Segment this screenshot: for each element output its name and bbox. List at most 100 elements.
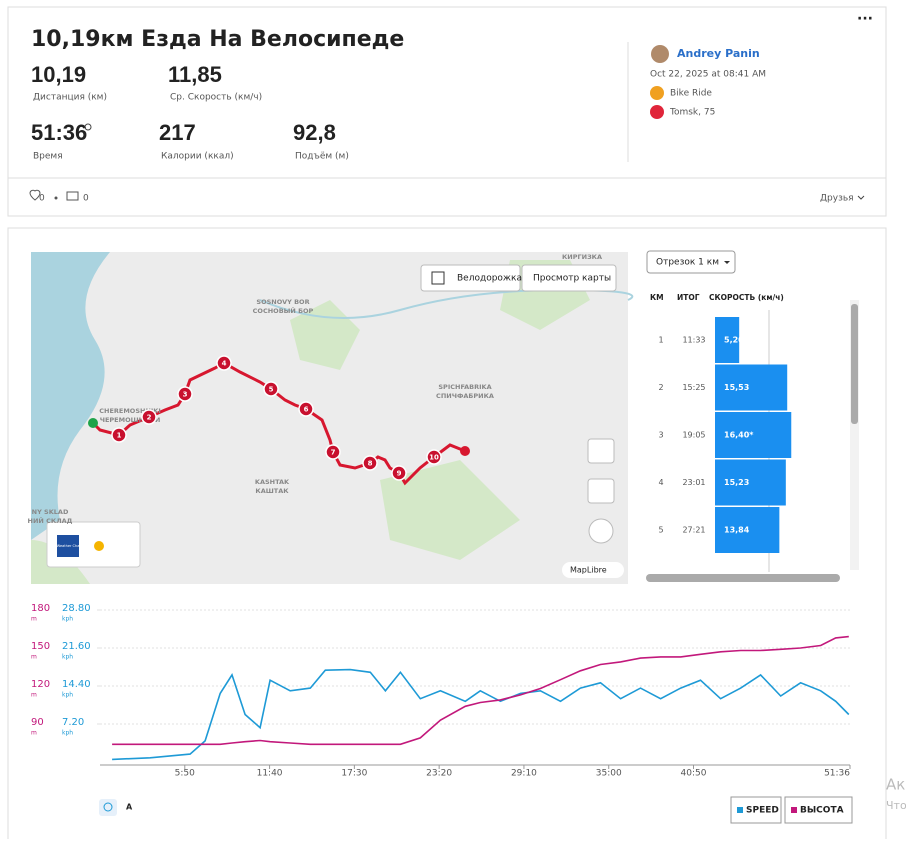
km-marker [177, 386, 193, 402]
y-unit: m [31, 654, 37, 661]
km-marker-label: 4 [222, 360, 227, 368]
info-icon[interactable] [84, 123, 92, 131]
location-icon [650, 105, 664, 119]
split-speed-label: 16,40* [724, 431, 754, 440]
x-tick-label: 51:36 [824, 769, 850, 779]
fullscreen-button[interactable] [587, 438, 615, 464]
km-marker [298, 401, 314, 417]
x-tick-label: 5:50 [175, 769, 195, 779]
sport-icon [650, 86, 664, 100]
dropdown-arrow [724, 261, 730, 264]
legend-label: SPEED [746, 806, 779, 816]
split-speed-bar [715, 507, 780, 553]
locate-button[interactable] [588, 518, 614, 544]
clock-icon [103, 802, 113, 812]
map-attribution[interactable]: MapLibre [570, 566, 607, 575]
h-scrollbar[interactable] [646, 574, 840, 582]
stat-label: Подъём (м) [295, 152, 349, 162]
stat-value: 51:36 [31, 120, 87, 145]
river [31, 252, 110, 540]
visibility[interactable]: Друзья [820, 194, 854, 204]
km-marker-label: 2 [147, 414, 152, 422]
activity-date: Oct 22, 2025 at 08:41 AM [650, 70, 766, 80]
stat-label: Ср. Скорость (км/ч) [170, 93, 262, 103]
x-tick-label: 23:20 [426, 769, 452, 779]
distance-toggle[interactable]: A [126, 803, 133, 812]
split-speed-label: 15,23 [724, 478, 749, 487]
column-header: ИТОГ [677, 293, 700, 302]
map-label: КИРГИЗКА [562, 253, 602, 261]
y-tick-label: 180 [31, 603, 50, 614]
x-tick-label: 29:10 [511, 769, 537, 779]
y2-tick-label: 21.60 [62, 641, 91, 652]
km-marker [391, 465, 407, 481]
legend-label: ВЫСОТА [800, 806, 844, 816]
split-time: 27:21 [682, 526, 705, 535]
route-end [460, 446, 470, 456]
km-marker-label: 6 [304, 406, 309, 414]
center-button[interactable] [587, 478, 615, 504]
more-menu[interactable]: ··· [857, 11, 873, 27]
weather-icon [94, 541, 104, 551]
km-marker [426, 449, 442, 465]
y-unit: m [31, 730, 37, 737]
km-marker [216, 355, 232, 371]
y2-tick-label: 14.40 [62, 679, 91, 690]
likes-count: 0 [39, 194, 45, 204]
y2-tick-label: 28.80 [62, 603, 91, 614]
km-marker-label: 9 [397, 470, 402, 478]
stat-label: Время [33, 152, 63, 162]
km-marker-label: 1 [117, 432, 122, 440]
column-header: КМ [650, 293, 664, 302]
comment-icon[interactable] [66, 191, 79, 201]
map-view-button[interactable] [521, 264, 617, 292]
athlete-name[interactable]: Andrey Panin [677, 47, 760, 60]
km-marker [263, 381, 279, 397]
split-km: 5 [658, 526, 663, 535]
map-label: NY SKLAD [32, 508, 69, 516]
stat-label: Дистанция (км) [33, 93, 107, 103]
y2-unit: kph [62, 730, 73, 737]
dropdown-arrow [857, 195, 865, 200]
legend-swatch [791, 807, 797, 813]
os-overlay: Что [886, 799, 906, 812]
separator-dot [54, 196, 58, 200]
bike-lane-toggle[interactable] [420, 264, 521, 292]
avatar[interactable] [651, 45, 669, 63]
sport: Bike Ride [670, 89, 712, 99]
map-label: SPICHFABRIKA [438, 383, 491, 391]
km-marker [325, 444, 341, 460]
map-label: НИЙ СКЛАД [28, 516, 73, 525]
split-speed-label: 15,53 [724, 383, 749, 392]
scrollbar-thumb[interactable] [851, 304, 858, 424]
map-label: CHEREMOSHNIKI [99, 407, 161, 415]
column-header: СКОРОСТЬ (км/ч) [709, 293, 784, 302]
stream [259, 288, 634, 319]
like-icon[interactable] [29, 189, 41, 201]
stat-value: 11,85 [168, 62, 222, 87]
os-overlay: Ак [886, 776, 905, 794]
time-toggle[interactable] [99, 799, 117, 816]
split-speed-bar [715, 459, 786, 506]
km-marker-label: 7 [331, 449, 336, 457]
y-unit: m [31, 616, 37, 623]
map[interactable]: Велодорожка Просмотр карты The Weather C… [28, 252, 634, 584]
map-label: СОСНОВЫЙ БОР [253, 306, 314, 315]
x-tick-label: 35:00 [596, 769, 622, 779]
legend-swatch [737, 807, 743, 813]
y-tick-label: 120 [31, 679, 50, 690]
y2-unit: kph [62, 654, 73, 661]
split-selector[interactable] [646, 250, 736, 274]
checkbox[interactable] [431, 271, 445, 285]
stat-value: 10,19 [31, 62, 86, 87]
attribution-box [562, 562, 624, 578]
split-speed-label: 13,84 [724, 526, 750, 535]
map-label: КАШТАК [255, 487, 289, 495]
km-marker-label: 8 [368, 460, 373, 468]
comments-count: 0 [83, 194, 89, 204]
split-selector-label: Отрезок 1 км [656, 258, 719, 268]
split-speed-bar [715, 317, 740, 363]
km-marker-label: 10 [429, 454, 439, 462]
